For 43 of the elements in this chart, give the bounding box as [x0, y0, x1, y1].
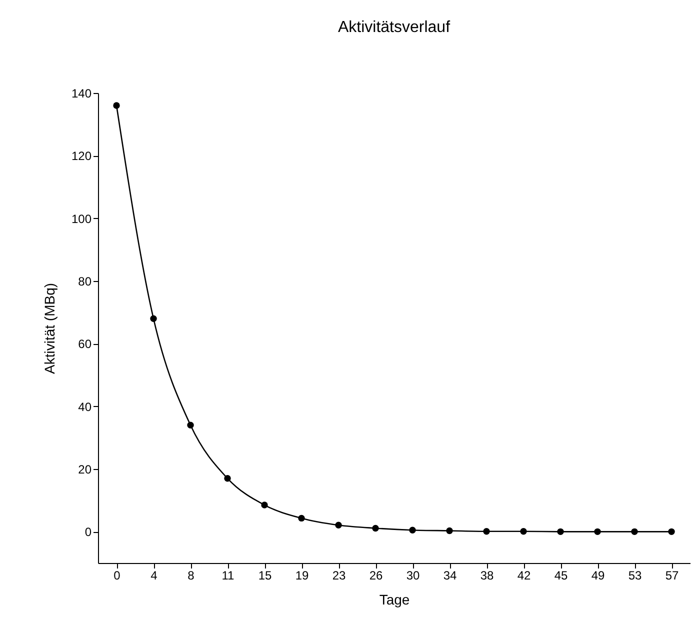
y-tick-label: 0 [84, 525, 92, 540]
x-tick-label: 0 [114, 568, 121, 582]
x-tick-label: 15 [258, 568, 272, 582]
x-tick-label: 42 [517, 568, 531, 582]
x-tick-label: 53 [628, 568, 642, 582]
y-tick-label: 20 [78, 462, 92, 476]
x-tick-label: 49 [591, 568, 605, 582]
x-tick-label: 34 [443, 568, 457, 582]
point [520, 528, 527, 535]
point [631, 528, 638, 536]
x-tick-label: 57 [665, 568, 679, 582]
x-tick-label: 26 [369, 568, 383, 582]
y-tick-label: 40 [78, 400, 92, 414]
point [150, 315, 157, 322]
point [187, 422, 194, 428]
point [446, 527, 453, 534]
point [113, 102, 120, 109]
x-tick-label: 4 [150, 568, 158, 582]
y-tick-label: 120 [71, 149, 92, 164]
x-tick-label: 19 [295, 568, 309, 582]
point [668, 528, 675, 536]
point [594, 528, 601, 536]
y-tick-label: 60 [78, 337, 92, 352]
point [261, 502, 268, 508]
point [224, 475, 231, 482]
point [483, 528, 490, 535]
y-tick-label: 140 [71, 86, 92, 100]
y-tick-label: 80 [78, 274, 92, 288]
x-tick-label: 38 [480, 568, 494, 582]
y-tick-label: 100 [71, 212, 92, 226]
chart-title: Aktivitätsverlauf [338, 19, 451, 36]
point [557, 528, 564, 536]
point [335, 522, 342, 528]
x-tick-label: 8 [188, 568, 195, 582]
point [409, 526, 416, 534]
x-tick-label: 45 [554, 568, 568, 582]
x-tick-label: 11 [222, 568, 235, 582]
x-tick-label: 30 [406, 568, 420, 582]
x-tick-label: 23 [332, 568, 346, 582]
x-axis-title: Tage [379, 592, 410, 608]
point [372, 524, 379, 532]
point [298, 514, 305, 522]
y-axis-title: Aktivität (MBq) [41, 282, 58, 374]
